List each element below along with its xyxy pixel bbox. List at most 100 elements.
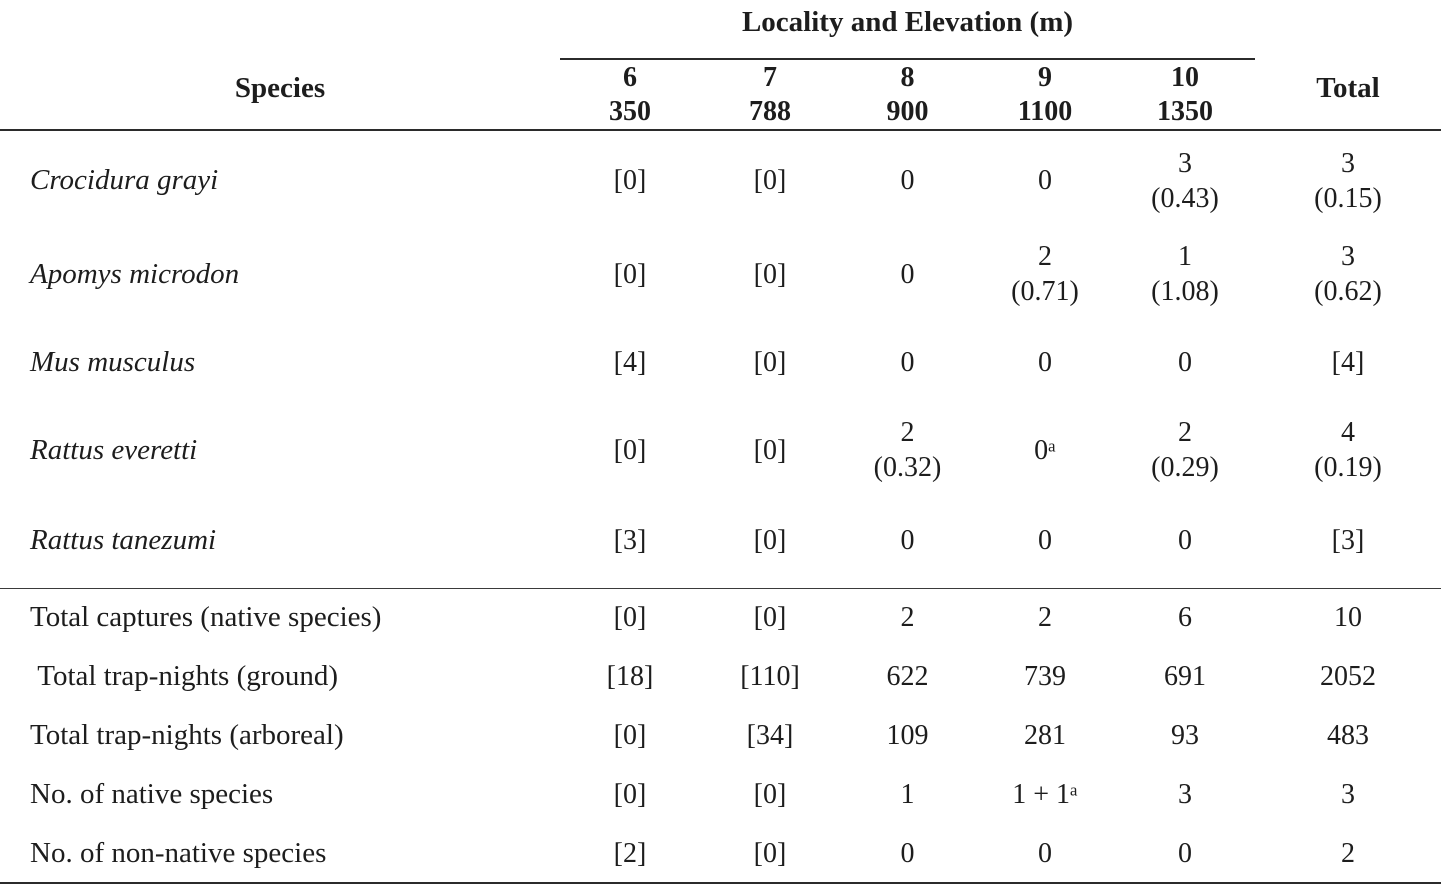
table-cell: 3 (1341, 779, 1355, 810)
table-cell: 1 + 1ᵃ (1012, 779, 1078, 810)
table-cell: [110] (740, 661, 800, 692)
summary-label: Total trap-nights (ground) (30, 660, 339, 692)
column-header-locality-10: 10 1350 (1115, 59, 1255, 131)
table-cell: 3 (0.15) (1314, 147, 1382, 214)
table-cell: 0 (900, 346, 915, 378)
species-name: Mus musculus (30, 345, 196, 378)
table-cell: 3 (1178, 779, 1192, 810)
summary-label: Total captures (native species) (0, 587, 560, 647)
table-cell: [0] (613, 258, 647, 290)
table-cell: 0 (900, 258, 915, 290)
locality-number: 9 (1038, 61, 1052, 93)
table-cell: 0 (1178, 525, 1192, 557)
species-name: Rattus everetti (30, 433, 198, 466)
table-cell: 2 (840, 587, 975, 647)
table-cell: [0] (753, 258, 787, 290)
table-cell: 739 (1024, 661, 1066, 692)
table-cell: 0 (900, 525, 915, 557)
table-cell: 93 (1171, 720, 1199, 751)
table-cell: [0] (560, 587, 700, 647)
table-cell: 0 (900, 165, 915, 196)
column-header-locality-8: 8 900 (840, 59, 975, 131)
table-row: Total trap-nights (ground) [18] [110] 62… (0, 647, 1441, 706)
table-cell: [0] (700, 824, 840, 884)
table-cell: 0ᵃ (1034, 434, 1056, 466)
table-header: Species Locality and Elevation (m) Total… (0, 2, 1441, 131)
table-cell: 109 (886, 720, 929, 751)
table-cell: 0 (1038, 525, 1052, 557)
table-cell: 0 (1115, 824, 1255, 884)
table-cell: [0] (613, 720, 647, 751)
table-row: Total trap-nights (arboreal) [0] [34] 10… (0, 706, 1441, 765)
table-cell: [4] (1331, 346, 1365, 378)
table-cell: 10 (1255, 587, 1441, 647)
table-cell: 483 (1327, 720, 1369, 751)
elevation-value: 1100 (1017, 95, 1073, 127)
summary-label: Total trap-nights (arboreal) (30, 719, 344, 751)
table-row: Crocidura grayi [0] [0] 0 0 3 (0.43) 3 (… (0, 130, 1441, 230)
column-header-locality-6: 6 350 (560, 59, 700, 131)
table-row: Rattus everetti [0] [0] 2 (0.32) 0ᵃ 2 (0… (0, 406, 1441, 494)
elevation-value: 1350 (1157, 95, 1213, 127)
total-column-header: Total (1255, 2, 1441, 131)
table-cell: [3] (1331, 525, 1365, 557)
locality-number: 7 (763, 61, 777, 93)
summary-label: No. of non-native species (0, 824, 560, 884)
table-cell: [0] (613, 434, 647, 466)
table-cell: [34] (746, 720, 794, 751)
table-cell: 1 (1.08) (1151, 241, 1219, 307)
table-cell: [0] (613, 165, 647, 196)
elevation-value: 788 (749, 95, 791, 127)
elevation-value: 900 (886, 95, 929, 127)
table-cell: [0] (613, 779, 647, 810)
species-name: Rattus tanezumi (30, 524, 217, 557)
table-cell: 622 (886, 661, 929, 692)
table-cell: 0 (1038, 346, 1052, 378)
table-cell: 2 (1255, 824, 1441, 884)
table-cell: 2052 (1320, 661, 1376, 692)
table-cell: [4] (613, 346, 647, 378)
table-cell: 3 (0.62) (1314, 241, 1382, 307)
elevation-value: 350 (609, 95, 651, 127)
table-cell: [0] (753, 346, 787, 378)
table-cell: [0] (700, 587, 840, 647)
table-cell: 2 (0.29) (1151, 417, 1219, 483)
table-cell: [3] (613, 525, 647, 557)
table-row: Mus musculus [4] [0] 0 0 0 [4] (0, 318, 1441, 406)
summary-rows-section: Total captures (native species) [0] [0] … (0, 587, 1441, 884)
table-cell: 0 (1178, 346, 1192, 378)
table-cell: [18] (606, 661, 654, 692)
table-cell: 0 (840, 824, 975, 884)
species-rows-section: Crocidura grayi [0] [0] 0 0 3 (0.43) 3 (… (0, 130, 1441, 588)
locality-number: 8 (900, 61, 915, 93)
summary-label: No. of native species (30, 778, 274, 810)
table-cell: 2 (0.71) (1011, 241, 1079, 307)
column-header-locality-9: 9 1100 (975, 59, 1115, 131)
table-cell: 281 (1024, 720, 1066, 751)
table-cell: [2] (560, 824, 700, 884)
table-cell: 2 (0.32) (873, 417, 942, 483)
locality-elevation-group-header: Locality and Elevation (m) (560, 2, 1255, 60)
locality-number: 6 (623, 61, 637, 93)
table-cell: [0] (753, 525, 787, 557)
table-cell: 4 (0.19) (1314, 417, 1382, 483)
table-cell: [0] (753, 779, 787, 810)
column-header-locality-7: 7 788 (700, 59, 840, 131)
table-cell: 1 (900, 779, 915, 810)
table-cell: 0 (975, 824, 1115, 884)
table-cell: 3 (0.43) (1151, 147, 1219, 214)
table-row: Apomys microdon [0] [0] 0 2 (0.71) 1 (1.… (0, 230, 1441, 318)
species-name: Crocidura grayi (30, 164, 219, 196)
table-cell: 2 (975, 587, 1115, 647)
table-cell: [0] (753, 165, 787, 196)
table-row: Total captures (native species) [0] [0] … (0, 587, 1441, 647)
species-name: Apomys microdon (30, 257, 240, 290)
table-cell: 0 (1038, 165, 1052, 196)
table-row: Rattus tanezumi [3] [0] 0 0 0 [3] (0, 494, 1441, 588)
locality-number: 10 (1171, 61, 1199, 93)
table-row: No. of native species [0] [0] 1 1 + 1ᵃ 3… (0, 765, 1441, 824)
table-cell: [0] (753, 434, 787, 466)
table-row: No. of non-native species [2] [0] 0 0 0 … (0, 824, 1441, 884)
table-cell: 6 (1115, 587, 1255, 647)
